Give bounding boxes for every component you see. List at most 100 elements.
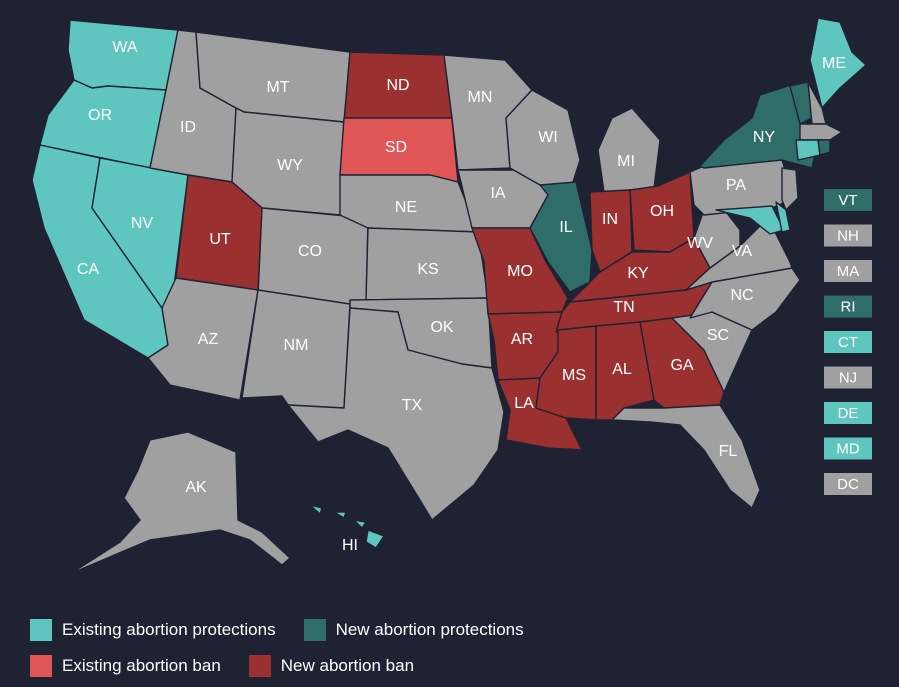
- state-MI[interactable]: [597, 107, 661, 193]
- state-IL[interactable]: [529, 181, 593, 293]
- small-state-rect: [824, 366, 872, 389]
- small-state-box-CT[interactable]: CT: [824, 331, 872, 353]
- state-label-PA: PA: [726, 177, 746, 194]
- state-label-IA: IA: [490, 185, 505, 202]
- legend-item-new-ban: New abortion ban: [248, 655, 415, 677]
- small-state-box-VT[interactable]: VT: [824, 189, 872, 211]
- small-state-label-RI: RI: [841, 298, 856, 315]
- state-label-NE: NE: [395, 199, 417, 216]
- state-label-AZ: AZ: [198, 331, 219, 348]
- state-FL[interactable]: [611, 404, 761, 509]
- small-state-rect: [824, 189, 872, 211]
- state-label-KS: KS: [417, 261, 438, 278]
- small-state-rect: [824, 473, 872, 495]
- state-label-CA: CA: [77, 261, 100, 278]
- small-state-rect: [824, 402, 872, 424]
- state-label-NV: NV: [131, 215, 154, 232]
- small-state-rect: [824, 437, 872, 460]
- state-WI[interactable]: [505, 89, 581, 186]
- state-labels: WA OR CA NV ID MT WY UT CO AZ NM ND SD NE KS OK TX MN IA MO…: [77, 39, 846, 554]
- small-state-box-RI[interactable]: RI: [824, 295, 872, 318]
- small-state-boxes: VT NH MA RI CT NJ DE MD DC: [824, 189, 872, 495]
- legend-label: New abortion ban: [280, 656, 415, 675]
- legend-item-new-protection: New abortion protections: [303, 619, 524, 641]
- small-state-box-DC[interactable]: DC: [824, 473, 872, 495]
- small-state-rect: [824, 295, 872, 318]
- small-state-label-NH: NH: [837, 227, 859, 244]
- small-state-box-NJ[interactable]: NJ: [824, 366, 872, 389]
- state-label-MS: MS: [562, 367, 586, 384]
- legend-swatch: [303, 619, 326, 641]
- state-label-WA: WA: [112, 39, 138, 56]
- state-HI[interactable]: [309, 504, 385, 549]
- state-label-KY: KY: [627, 265, 649, 282]
- state-label-MN: MN: [468, 89, 493, 106]
- state-label-ME: ME: [822, 55, 846, 72]
- legend-swatch: [30, 619, 52, 641]
- small-state-label-MA: MA: [837, 263, 860, 280]
- legend-label: Existing abortion protections: [62, 620, 276, 639]
- state-TX[interactable]: [287, 307, 505, 521]
- state-label-WY: WY: [277, 157, 303, 174]
- state-label-AR: AR: [511, 331, 533, 348]
- small-state-box-NH[interactable]: NH: [824, 224, 872, 247]
- small-state-label-DE: DE: [838, 405, 859, 422]
- small-state-rect: [824, 260, 872, 282]
- state-label-FL: FL: [719, 443, 738, 460]
- state-AK[interactable]: [69, 431, 291, 575]
- state-label-SC: SC: [707, 327, 729, 344]
- state-label-OK: OK: [430, 319, 453, 336]
- state-label-WI: WI: [538, 129, 558, 146]
- state-label-LA: LA: [514, 395, 534, 412]
- small-state-box-MD[interactable]: MD: [824, 437, 872, 460]
- state-label-WV: WV: [687, 235, 713, 252]
- state-label-AK: AK: [185, 479, 207, 496]
- small-state-rect: [824, 224, 872, 247]
- state-label-ID: ID: [180, 119, 196, 136]
- small-state-label-VT: VT: [838, 192, 857, 209]
- small-state-rect: [824, 331, 872, 353]
- state-label-OH: OH: [650, 203, 674, 220]
- state-label-GA: GA: [670, 357, 693, 374]
- state-label-TX: TX: [402, 397, 423, 414]
- state-label-SD: SD: [385, 139, 407, 156]
- state-label-MO: MO: [507, 263, 533, 280]
- state-label-NC: NC: [730, 287, 753, 304]
- legend-row: Existing abortion protections New aborti…: [30, 612, 650, 648]
- state-label-TN: TN: [613, 299, 634, 316]
- state-label-ND: ND: [386, 77, 409, 94]
- state-label-VA: VA: [732, 243, 752, 260]
- small-state-box-MA[interactable]: MA: [824, 260, 872, 282]
- state-label-IN: IN: [602, 211, 618, 228]
- state-NJ-shape: [781, 167, 799, 211]
- small-state-box-DE[interactable]: DE: [824, 402, 872, 424]
- legend-label: Existing abortion ban: [62, 656, 221, 675]
- state-ME[interactable]: [809, 17, 867, 109]
- state-MA-shape: [799, 123, 843, 141]
- state-label-MI: MI: [617, 153, 635, 170]
- small-state-label-MD: MD: [836, 440, 859, 457]
- state-label-CO: CO: [298, 243, 322, 260]
- state-label-IL: IL: [559, 219, 572, 236]
- legend-swatch: [248, 655, 271, 677]
- state-DE-shape: [775, 201, 791, 233]
- small-state-label-NJ: NJ: [839, 369, 857, 386]
- small-state-label-CT: CT: [838, 334, 858, 351]
- state-label-AL: AL: [612, 361, 632, 378]
- state-MD-shape: [715, 205, 785, 235]
- state-label-NM: NM: [284, 337, 309, 354]
- legend-row: Existing abortion ban New abortion ban: [30, 648, 650, 684]
- us-map: WA OR CA NV ID MT WY UT CO AZ NM ND SD NE KS OK TX MN IA MO…: [31, 17, 872, 575]
- state-label-OR: OR: [88, 107, 112, 124]
- small-state-label-DC: DC: [837, 476, 859, 493]
- state-label-NY: NY: [753, 129, 776, 146]
- state-label-UT: UT: [209, 231, 231, 248]
- legend: Existing abortion protections New aborti…: [30, 612, 650, 684]
- legend-label: New abortion protections: [335, 620, 524, 639]
- legend-item-existing-ban: Existing abortion ban: [30, 655, 221, 677]
- state-label-HI: HI: [342, 537, 358, 554]
- legend-item-existing-protection: Existing abortion protections: [30, 619, 276, 641]
- state-CT-shape: [795, 139, 821, 161]
- state-RI-shape: [817, 139, 831, 156]
- state-label-MT: MT: [266, 79, 289, 96]
